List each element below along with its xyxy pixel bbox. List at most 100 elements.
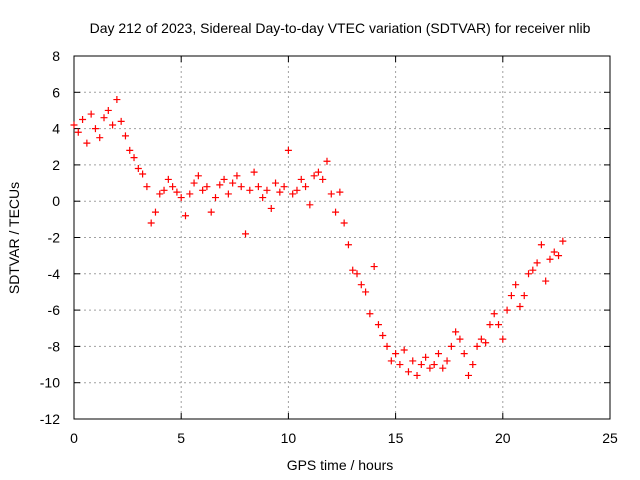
data-point bbox=[516, 302, 524, 310]
data-point bbox=[469, 361, 477, 369]
data-point bbox=[293, 186, 301, 194]
data-point bbox=[237, 183, 245, 191]
data-point bbox=[559, 237, 567, 245]
data-point bbox=[409, 357, 417, 365]
data-point bbox=[126, 146, 134, 154]
grid-lines bbox=[74, 56, 610, 419]
data-point bbox=[434, 350, 442, 358]
data-point bbox=[426, 364, 434, 372]
data-point bbox=[529, 266, 537, 274]
y-tick-label: 4 bbox=[52, 121, 60, 137]
x-tick-labels: 0 5 10 15 20 25 bbox=[70, 430, 618, 446]
data-point bbox=[134, 165, 142, 173]
data-point bbox=[169, 183, 177, 191]
data-point bbox=[186, 190, 194, 198]
data-point bbox=[139, 170, 147, 178]
x-tick-label: 10 bbox=[281, 430, 297, 446]
y-tick-labels: -12 -10 -8 -6 -4 -2 0 2 4 6 8 bbox=[40, 48, 60, 427]
data-point bbox=[439, 364, 447, 372]
data-point bbox=[370, 263, 378, 271]
data-point bbox=[173, 188, 181, 196]
data-point bbox=[512, 281, 520, 289]
y-tick-label: 0 bbox=[52, 193, 60, 209]
x-tick-label: 20 bbox=[495, 430, 511, 446]
data-point bbox=[374, 321, 382, 329]
data-point bbox=[212, 194, 220, 202]
data-point bbox=[499, 335, 507, 343]
data-point bbox=[181, 212, 189, 220]
y-tick-label: -6 bbox=[48, 302, 61, 318]
data-point bbox=[259, 194, 267, 202]
x-axis-label: GPS time / hours bbox=[287, 457, 394, 473]
data-point bbox=[396, 361, 404, 369]
x-tick-label: 25 bbox=[602, 430, 618, 446]
data-point bbox=[443, 357, 451, 365]
data-point bbox=[344, 241, 352, 249]
y-tick-label: -8 bbox=[48, 338, 61, 354]
data-point bbox=[387, 357, 395, 365]
data-point bbox=[160, 186, 168, 194]
data-point bbox=[242, 230, 250, 238]
data-point bbox=[207, 208, 215, 216]
data-point bbox=[143, 183, 151, 191]
data-points bbox=[70, 96, 567, 379]
data-point bbox=[306, 201, 314, 209]
data-point bbox=[216, 181, 224, 189]
data-point bbox=[83, 139, 91, 147]
data-point bbox=[392, 350, 400, 358]
data-point bbox=[495, 321, 503, 329]
data-point bbox=[520, 292, 528, 300]
data-point bbox=[194, 172, 202, 180]
data-point bbox=[379, 332, 387, 340]
y-tick-label: -12 bbox=[40, 411, 60, 427]
data-point bbox=[164, 175, 172, 183]
y-tick-label: 2 bbox=[52, 157, 60, 173]
data-point bbox=[323, 157, 331, 165]
data-point bbox=[319, 175, 327, 183]
y-tick-label: -4 bbox=[48, 266, 61, 282]
data-point bbox=[297, 175, 305, 183]
data-point bbox=[104, 106, 112, 114]
data-point bbox=[383, 342, 391, 350]
data-point bbox=[537, 241, 545, 249]
data-point bbox=[533, 259, 541, 267]
data-point bbox=[87, 110, 95, 118]
data-point bbox=[340, 219, 348, 227]
data-point bbox=[284, 146, 292, 154]
x-tick-label: 15 bbox=[388, 430, 404, 446]
data-point bbox=[366, 310, 374, 318]
data-point bbox=[113, 96, 121, 104]
data-point bbox=[486, 321, 494, 329]
data-point bbox=[430, 361, 438, 369]
data-point bbox=[272, 179, 280, 187]
data-point bbox=[362, 288, 370, 296]
data-point bbox=[447, 342, 455, 350]
data-point bbox=[349, 266, 357, 274]
data-point bbox=[460, 350, 468, 358]
data-point bbox=[199, 186, 207, 194]
y-axis-label: SDTVAR / TECUs bbox=[6, 182, 22, 294]
data-point bbox=[151, 208, 159, 216]
data-point bbox=[302, 183, 310, 191]
data-point bbox=[203, 183, 211, 191]
data-point bbox=[310, 172, 318, 180]
data-point bbox=[70, 121, 78, 129]
data-point bbox=[121, 132, 129, 140]
data-point bbox=[353, 270, 361, 278]
data-point bbox=[254, 183, 262, 191]
data-point bbox=[263, 186, 271, 194]
data-point bbox=[267, 204, 275, 212]
data-point bbox=[289, 190, 297, 198]
data-point bbox=[100, 114, 108, 122]
data-point bbox=[542, 277, 550, 285]
data-point bbox=[404, 368, 412, 376]
x-tick-label: 5 bbox=[177, 430, 185, 446]
data-point bbox=[177, 194, 185, 202]
data-point bbox=[555, 252, 563, 260]
data-point bbox=[546, 255, 554, 263]
data-point bbox=[422, 353, 430, 361]
data-point bbox=[332, 208, 340, 216]
data-point bbox=[400, 346, 408, 354]
y-tick-label: 8 bbox=[52, 48, 60, 64]
